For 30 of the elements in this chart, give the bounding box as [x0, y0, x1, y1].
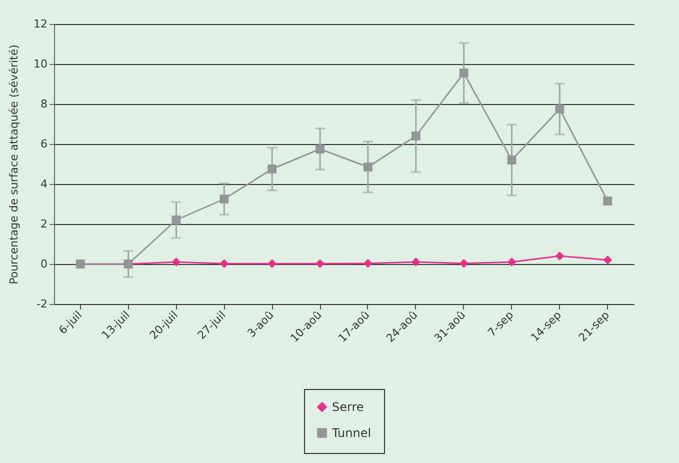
y-tick-label: 0 [40, 258, 48, 270]
y-tick-label: 6 [40, 138, 48, 150]
point [172, 216, 181, 224]
point [459, 68, 468, 78]
point [316, 259, 325, 268]
y-axis-title: Pourcentage de surface attaquée (sévérité) [8, 44, 21, 284]
y-tick-label: 2 [40, 218, 48, 230]
point [507, 156, 516, 164]
point [268, 164, 277, 174]
point [411, 132, 420, 140]
point [555, 252, 564, 260]
point [555, 104, 564, 114]
point [507, 258, 516, 266]
point [316, 144, 325, 154]
point [220, 194, 229, 204]
y-tick-label: 12 [34, 18, 48, 30]
legend-label: Tunnel [331, 426, 372, 440]
y-tick-label: 10 [34, 58, 48, 70]
point [172, 258, 181, 266]
point [459, 258, 468, 268]
point [363, 162, 372, 172]
y-tick-label: 4 [40, 178, 48, 190]
point [363, 258, 372, 268]
legend-label: Serre [332, 400, 364, 414]
point [603, 256, 612, 264]
y-tick-label: -2 [36, 298, 48, 310]
y-tick-label: 8 [40, 98, 48, 110]
point [411, 258, 420, 266]
point [268, 259, 277, 268]
point [220, 259, 229, 268]
